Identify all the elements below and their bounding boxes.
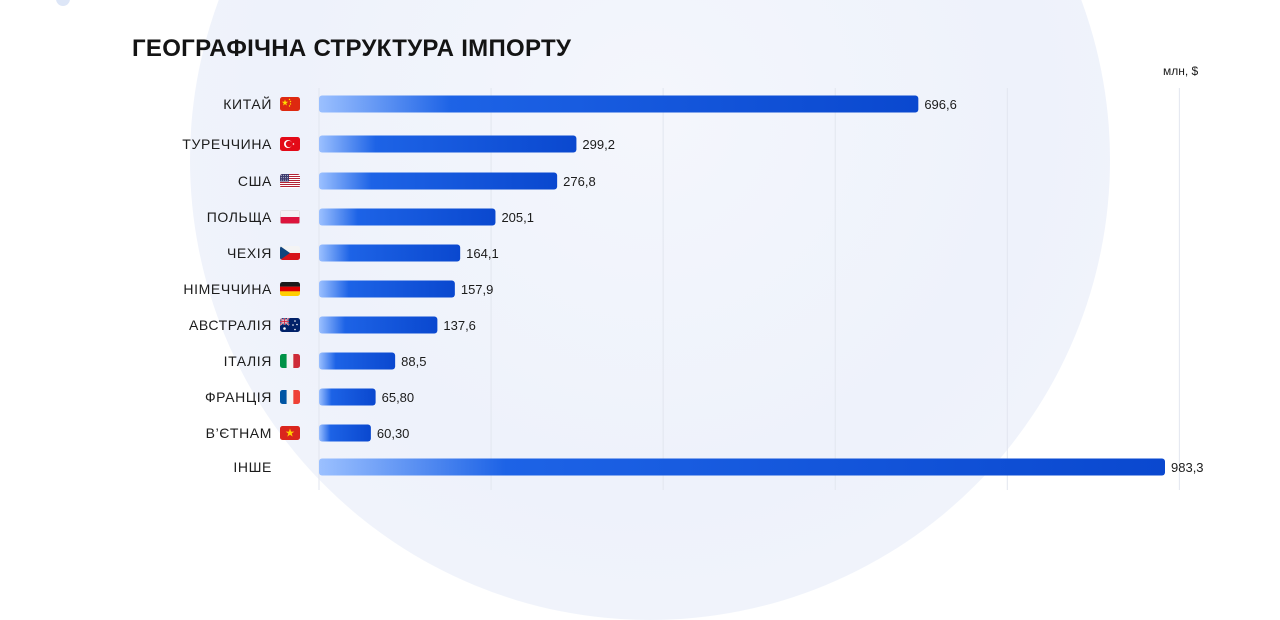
usa-flag-icon: [280, 174, 300, 188]
category-label: АВСТРАЛІЯ: [189, 317, 272, 333]
bar: [319, 280, 455, 298]
value-label: 60,30: [377, 426, 410, 441]
bar: [319, 316, 438, 334]
value-label: 137,6: [443, 318, 476, 333]
value-label: 88,5: [401, 354, 426, 369]
category-label: ПОЛЬЩА: [207, 209, 272, 225]
bar: [319, 352, 396, 370]
category-label: ЧЕХІЯ: [227, 245, 272, 261]
vietnam-flag-icon: [280, 426, 300, 440]
value-label: 299,2: [582, 137, 615, 152]
category-labels: КИТАЙ ТУРЕЧЧИНА США ПОЛЬЩА ЧЕХІЯ НІМЕЧЧИНА АВС…: [182, 95, 272, 475]
category-label: США: [238, 173, 272, 189]
bar: [319, 244, 461, 262]
turkey-flag-icon: [280, 137, 300, 151]
value-label: 164,1: [466, 246, 499, 261]
poland-flag-icon: [280, 210, 300, 224]
category-label: В’ЄТНАМ: [206, 425, 272, 441]
china-flag-icon: [280, 97, 300, 111]
category-label: ТУРЕЧЧИНА: [182, 136, 272, 152]
value-label: 65,80: [382, 390, 415, 405]
france-flag-icon: [280, 390, 300, 404]
value-label: 983,3: [1171, 460, 1204, 475]
flags: [280, 97, 300, 440]
value-label: 157,9: [461, 282, 494, 297]
value-label: 205,1: [501, 210, 534, 225]
value-label: 696,6: [924, 97, 957, 112]
chart-title: ГЕОГРАФІЧНА СТРУКТУРА ІМПОРТУ: [132, 35, 572, 62]
bar: [319, 172, 558, 190]
bar-chart: КИТАЙ ТУРЕЧЧИНА США ПОЛЬЩА ЧЕХІЯ НІМЕЧЧИНА АВС…: [182, 88, 1204, 490]
italy-flag-icon: [280, 354, 300, 368]
bar: [319, 424, 371, 442]
bar: [319, 135, 577, 153]
germany-flag-icon: [280, 282, 300, 296]
bar: [319, 458, 1165, 476]
bar: [319, 388, 376, 406]
bar: [319, 95, 919, 113]
category-label: ІТАЛІЯ: [224, 353, 272, 369]
value-label: 276,8: [563, 174, 596, 189]
value-labels: 696,6 299,2 276,8 205,1 164,1 157,9 137,6 88,5 6…: [377, 97, 1204, 475]
czechia-flag-icon: [280, 246, 300, 260]
category-label: КИТАЙ: [223, 95, 272, 112]
category-label: ФРАНЦІЯ: [205, 389, 272, 405]
unit-label: млн, $: [1163, 64, 1199, 78]
australia-flag-icon: [280, 318, 300, 332]
bars: [319, 95, 1165, 476]
bar: [319, 208, 496, 226]
category-label: НІМЕЧЧИНА: [183, 281, 272, 297]
category-label: ІНШЕ: [233, 459, 272, 475]
logo-icon: [56, 0, 70, 6]
